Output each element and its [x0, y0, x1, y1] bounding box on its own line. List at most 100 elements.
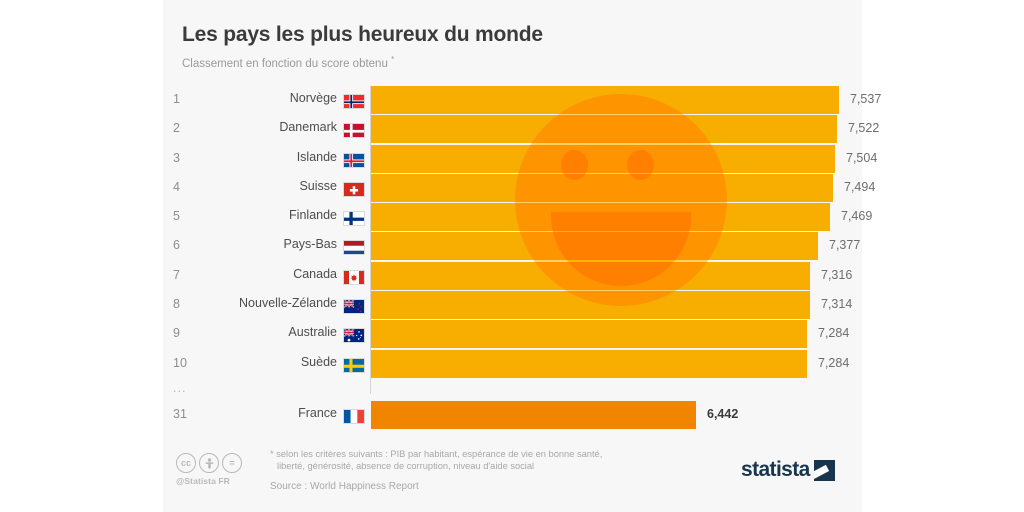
row-bar[interactable] — [371, 232, 818, 261]
row-bar-track: 7,504 — [371, 144, 877, 173]
row-rank: 10 — [173, 355, 187, 370]
row-bar[interactable] — [371, 320, 807, 349]
table-row[interactable]: 3 Islande 7,504 — [163, 144, 877, 173]
footnote-criteria: * selon les critères suivants : PIB par … — [270, 448, 730, 473]
row-bar-track: 7,494 — [371, 173, 875, 202]
row-bar[interactable] — [371, 203, 830, 232]
row-bar[interactable] — [371, 261, 810, 290]
row-country-label: France — [298, 405, 337, 420]
footnote-criteria-line2: liberté, générosité, absence de corrupti… — [277, 461, 535, 472]
row-bar[interactable] — [371, 173, 833, 202]
statista-logo[interactable]: statista — [741, 458, 835, 482]
creative-commons-block: cc = @Statista FR — [176, 453, 260, 486]
row-bar-track: 7,377 — [371, 232, 862, 261]
flag-netherlands — [343, 240, 365, 256]
flag-canada — [343, 269, 365, 285]
table-row[interactable]: 8 Nouvelle-Zélande 7,314 — [163, 291, 862, 320]
row-country-label: Canada — [293, 266, 337, 281]
chart-plot-area: 1 Norvège 7,537 2 Danemark 7,522 3 Islande 7,504… — [163, 86, 881, 438]
row-rank: 31 — [173, 406, 187, 421]
row-value-label: 7,377 — [829, 238, 861, 253]
row-rank: 1 — [173, 92, 180, 106]
row-bar[interactable] — [371, 144, 835, 173]
row-bar[interactable] — [371, 86, 839, 114]
statista-logo-mark — [813, 459, 835, 481]
row-value-label: 7,469 — [841, 209, 873, 224]
row-country-label: Nouvelle-Zélande — [239, 296, 337, 311]
axis-baseline — [370, 86, 371, 394]
cc-nd-icon: = — [222, 453, 242, 473]
footnote-marker: * — [391, 55, 395, 64]
row-bar[interactable] — [371, 400, 696, 429]
flag-denmark — [343, 123, 365, 139]
table-row[interactable]: 6 Pays-Bas 7,377 — [163, 232, 862, 261]
row-bar-track: 7,314 — [371, 291, 862, 320]
table-row[interactable]: 4 Suisse 7,494 — [163, 173, 875, 202]
row-bar[interactable] — [371, 291, 810, 320]
row-rank: 6 — [173, 238, 180, 253]
chart-subtitle-text: Classement en fonction du score obtenu — [182, 57, 388, 70]
flag-norway — [343, 94, 365, 109]
table-row[interactable]: 7 Canada 7,316 — [163, 261, 862, 290]
table-row[interactable]: 31 France 6,442 — [163, 400, 862, 429]
row-bar[interactable] — [371, 115, 837, 144]
row-value-label: 7,284 — [818, 326, 850, 341]
flag-iceland — [343, 152, 365, 168]
footnotes: * selon les critères suivants : PIB par … — [270, 448, 730, 493]
row-value-label: 7,284 — [818, 355, 850, 370]
row-bar-track: 7,522 — [371, 115, 879, 144]
row-value-label: 7,314 — [821, 297, 853, 312]
row-country-label: Finlande — [289, 208, 337, 223]
row-bar[interactable] — [371, 349, 807, 378]
flag-australia — [343, 328, 365, 344]
row-rank: 2 — [173, 121, 180, 136]
row-value-label: 7,522 — [848, 121, 880, 136]
cc-by-icon — [199, 453, 219, 473]
row-country-label: Danemark — [279, 120, 337, 135]
row-country-label: Suisse — [299, 178, 337, 193]
row-value-label: 7,504 — [846, 150, 878, 165]
row-value-label: 7,537 — [850, 92, 882, 106]
row-bar-track: 7,537 — [371, 86, 881, 114]
row-rank: 5 — [173, 209, 180, 224]
row-country-label: Suède — [300, 354, 337, 369]
flag-sweden — [343, 357, 365, 373]
row-rank: 9 — [173, 326, 180, 341]
table-row[interactable]: 9 Australie 7,284 — [163, 320, 862, 349]
table-row[interactable]: 5 Finlande 7,469 — [163, 203, 872, 232]
flag-switzerland — [343, 181, 365, 197]
page-title: Les pays les plus heureux du monde — [182, 23, 543, 46]
row-country-label: Norvège — [289, 91, 337, 105]
table-row[interactable]: 1 Norvège 7,537 — [163, 86, 881, 114]
table-row[interactable]: 10 Suède 7,284 — [163, 349, 862, 378]
footnote-criteria-line1: * selon les critères suivants : PIB par … — [270, 449, 603, 459]
row-value-label: 7,316 — [821, 267, 853, 282]
rank-ellipsis: ... — [173, 380, 187, 395]
row-bar-track: 7,284 — [371, 320, 862, 349]
row-country-label: Pays-Bas — [283, 237, 338, 252]
row-rank: 4 — [173, 179, 180, 194]
source-note: Source : World Happiness Report — [270, 480, 419, 492]
cc-by-person-glyph — [205, 457, 213, 469]
row-bar-track: 6,442 — [371, 400, 862, 429]
table-row[interactable]: 2 Danemark 7,522 — [163, 115, 879, 144]
row-rank: 3 — [173, 150, 180, 165]
row-rank: 8 — [173, 297, 180, 312]
cc-handle: @Statista FR — [176, 476, 230, 486]
row-value-label: 6,442 — [707, 406, 739, 421]
cc-icon: cc — [176, 453, 196, 473]
bar-rows: 1 Norvège 7,537 2 Danemark 7,522 3 Islande 7,504… — [163, 86, 881, 430]
flag-newzealand — [343, 299, 365, 315]
row-bar-track: 7,316 — [371, 261, 862, 290]
flag-france — [343, 408, 365, 424]
cc-icon-row: cc = — [176, 453, 260, 473]
chart-subtitle: Classement en fonction du score obtenu * — [182, 53, 842, 71]
row-bar-track: 7,469 — [371, 203, 872, 232]
flag-finland — [343, 211, 365, 227]
row-country-label: Australie — [288, 325, 337, 340]
chart-header: Les pays les plus heureux du monde Class… — [182, 22, 842, 71]
gap-row: ... — [163, 379, 862, 397]
row-country-label: Islande — [296, 149, 337, 164]
statista-chart-card: Les pays les plus heureux du monde Class… — [163, 0, 881, 512]
